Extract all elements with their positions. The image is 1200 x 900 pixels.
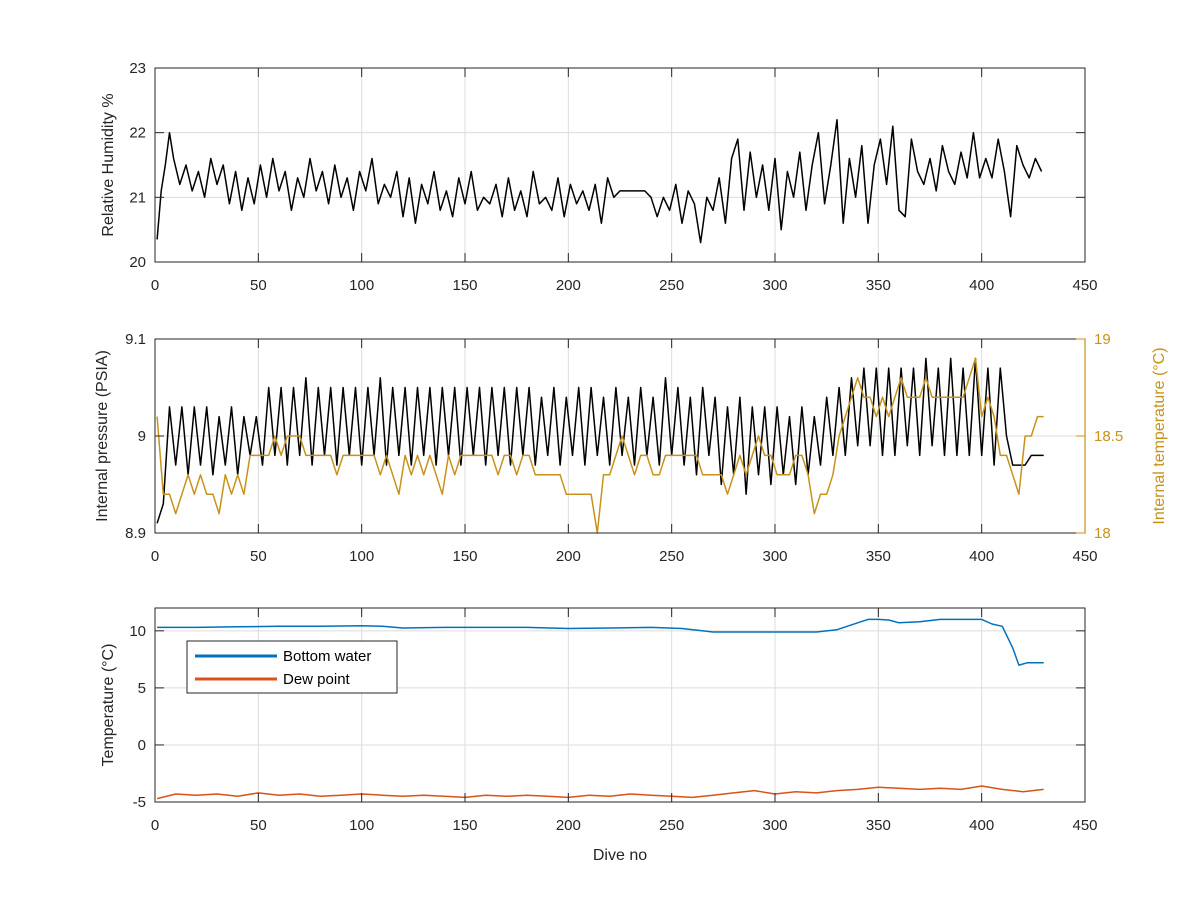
legend-label-bottom-water: Bottom water (283, 648, 371, 665)
temperature-plot-frame (154, 607, 1086, 803)
series-line-dew-point (156, 785, 1044, 800)
humidity-plot-frame (154, 67, 1086, 263)
temperature-panel: 0 50 100 150 200 250 300 350 400 450 -5 0 5 10 Temper… (100, 607, 1098, 864)
pressure-x-tick-label: 0 (151, 548, 159, 565)
series-line-pressure (156, 357, 1044, 524)
temperature-x-tick-label: 200 (556, 817, 581, 834)
temperature-x-tick-label: 100 (349, 817, 374, 834)
temperature-x-tick-label: 400 (969, 817, 994, 834)
pressure-panel: 0 50 100 150 200 250 300 350 400 450 8.9 9 9.1 18 18.5… (94, 331, 1168, 565)
humidity-y-tick-label: 22 (129, 125, 146, 142)
series-line-bottom-water (157, 618, 1044, 666)
humidity-x-tick-label: 200 (556, 277, 581, 294)
humidity-x-tick-label: 50 (250, 277, 267, 294)
pressure-x-tick-label: 350 (866, 548, 891, 565)
temperature-y-tick-label: 0 (138, 737, 146, 754)
pressure-y-tick-label: 9 (138, 428, 146, 445)
temperature-y-tick-label: -5 (133, 794, 146, 811)
pressure-y-tick-label: 9.1 (125, 331, 146, 348)
temperature-x-tick-label: 0 (151, 817, 159, 834)
pressure-x-tick-label: 50 (250, 548, 267, 565)
temperature-y-label: Temperature (°C) (100, 644, 117, 767)
series-line-humidity (156, 118, 1043, 244)
temperature-x-tick-label: 50 (250, 817, 267, 834)
pressure-y-label: Internal pressure (PSIA) (94, 350, 111, 522)
humidity-x-tick-label: 100 (349, 277, 374, 294)
humidity-x-tick-label: 450 (1072, 277, 1097, 294)
pressure-x-tick-label: 300 (762, 548, 787, 565)
temperature-x-tick-label: 300 (762, 817, 787, 834)
pressure-x-tick-label: 250 (659, 548, 684, 565)
pressure-x-tick-label: 450 (1072, 548, 1097, 565)
pressure-y-tick-label: 8.9 (125, 525, 146, 542)
pressure-x-tick-label: 200 (556, 548, 581, 565)
humidity-y-tick-label: 21 (129, 189, 146, 206)
humidity-y-tick-label: 23 (129, 60, 146, 77)
temperature-x-tick-label: 150 (452, 817, 477, 834)
temperature-x-tick-label: 450 (1072, 817, 1097, 834)
internal-temp-y-tick-label: 18 (1094, 525, 1111, 542)
humidity-x-tick-label: 0 (151, 277, 159, 294)
pressure-x-tick-label: 100 (349, 548, 374, 565)
humidity-panel: 0 50 100 150 200 250 300 350 400 450 20 21 22 23 Rela… (100, 60, 1098, 294)
legend-box (186, 640, 398, 694)
temperature-x-tick-label: 350 (866, 817, 891, 834)
series-line-internal-temp (156, 357, 1044, 534)
pressure-x-tick-label: 400 (969, 548, 994, 565)
humidity-x-tick-label: 250 (659, 277, 684, 294)
temperature-x-tick-label: 250 (659, 817, 684, 834)
humidity-x-tick-label: 150 (452, 277, 477, 294)
temperature-y-tick-label: 10 (129, 623, 146, 640)
humidity-x-tick-label: 350 (866, 277, 891, 294)
humidity-x-tick-label: 300 (762, 277, 787, 294)
humidity-x-tick-label: 400 (969, 277, 994, 294)
legend: Bottom water Dew point (186, 640, 398, 694)
humidity-y-label: Relative Humidity % (100, 93, 117, 236)
temperature-y-tick-label: 5 (138, 680, 146, 697)
humidity-y-tick-label: 20 (129, 254, 146, 271)
legend-label-dew-point: Dew point (283, 671, 351, 688)
x-axis-label: Dive no (593, 847, 647, 864)
internal-temp-y-tick-label: 19 (1094, 331, 1111, 348)
internal-temp-y-label: Internal temperature (°C) (1151, 347, 1168, 524)
pressure-x-tick-label: 150 (452, 548, 477, 565)
internal-temp-y-tick-label: 18.5 (1094, 428, 1123, 445)
